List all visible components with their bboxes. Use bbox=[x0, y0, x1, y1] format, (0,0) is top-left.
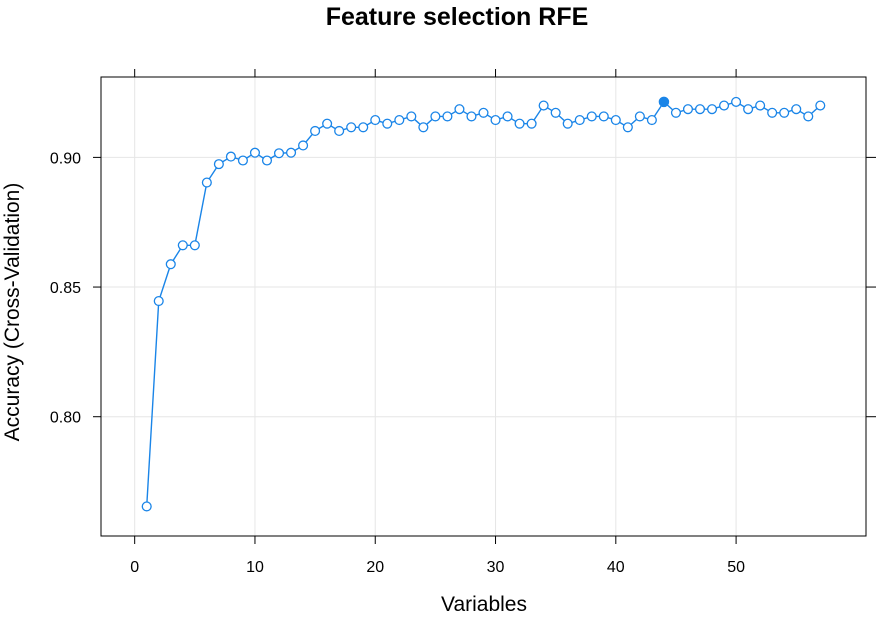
data-point bbox=[622, 122, 633, 133]
data-point bbox=[394, 114, 405, 126]
data-point bbox=[177, 240, 188, 251]
data-point bbox=[466, 111, 477, 122]
data-point bbox=[382, 118, 393, 129]
data-point bbox=[755, 100, 766, 111]
data-point bbox=[634, 111, 645, 122]
y-tick-label: 0.90 bbox=[50, 150, 81, 167]
data-point bbox=[454, 104, 465, 115]
data-point bbox=[370, 114, 381, 126]
data-point bbox=[502, 111, 513, 122]
data-point bbox=[213, 159, 224, 170]
data-point bbox=[562, 118, 573, 129]
data-point bbox=[298, 140, 309, 151]
data-point bbox=[490, 114, 501, 126]
x-tick-label: 30 bbox=[487, 559, 505, 576]
data-point bbox=[706, 104, 718, 115]
x-tick-label: 10 bbox=[246, 559, 264, 576]
x-tick-label: 50 bbox=[727, 559, 745, 576]
data-point bbox=[791, 104, 802, 115]
data-point bbox=[610, 114, 621, 126]
data-point bbox=[249, 147, 261, 158]
data-point bbox=[598, 111, 609, 122]
data-point bbox=[538, 100, 549, 111]
data-point bbox=[815, 100, 826, 111]
x-tick-label: 20 bbox=[366, 559, 384, 576]
data-point bbox=[273, 148, 285, 159]
data-point bbox=[442, 111, 453, 122]
data-point bbox=[153, 296, 164, 307]
grid-layer bbox=[101, 77, 866, 536]
data-point bbox=[803, 111, 814, 122]
data-point bbox=[358, 122, 369, 133]
data-point bbox=[237, 155, 248, 166]
ticks-layer: 0 10 20 30 40 50 0.80 0.85 0.90 bbox=[50, 69, 876, 576]
data-point bbox=[430, 111, 441, 122]
data-point bbox=[682, 104, 694, 115]
data-point bbox=[586, 111, 597, 122]
data-point bbox=[189, 240, 200, 251]
y-axis-label: Accuracy (Cross-Validation) bbox=[1, 183, 24, 442]
data-point bbox=[646, 114, 657, 126]
data-point bbox=[670, 107, 682, 118]
data-point bbox=[731, 96, 742, 107]
data-point bbox=[478, 107, 489, 118]
data-point bbox=[743, 104, 754, 115]
data-point bbox=[334, 125, 345, 136]
y-tick-label: 0.80 bbox=[50, 410, 81, 427]
data-point bbox=[310, 125, 321, 136]
data-point bbox=[418, 122, 429, 133]
chart-title: Feature selection RFE bbox=[326, 3, 589, 31]
y-tick-label: 0.85 bbox=[50, 280, 81, 297]
data-point bbox=[719, 100, 730, 111]
x-tick-label: 40 bbox=[607, 559, 625, 576]
series-layer bbox=[141, 96, 826, 512]
data-point bbox=[514, 118, 525, 129]
series-line bbox=[146, 100, 821, 507]
data-point bbox=[767, 107, 778, 118]
plot-frame bbox=[100, 76, 867, 537]
data-point bbox=[141, 501, 152, 512]
x-axis-label: Variables bbox=[441, 593, 527, 614]
data-point bbox=[550, 107, 561, 118]
data-point bbox=[165, 259, 176, 270]
data-point bbox=[526, 118, 537, 129]
data-point bbox=[261, 155, 273, 166]
data-point bbox=[201, 177, 212, 188]
data-point bbox=[225, 151, 236, 162]
data-point bbox=[406, 111, 417, 122]
x-tick-label: 0 bbox=[130, 559, 139, 576]
data-point bbox=[779, 107, 790, 118]
selected-point bbox=[658, 96, 670, 108]
data-point bbox=[346, 122, 357, 133]
data-point bbox=[285, 147, 297, 158]
data-point bbox=[322, 118, 333, 129]
data-point bbox=[694, 104, 706, 115]
data-point bbox=[574, 114, 585, 126]
